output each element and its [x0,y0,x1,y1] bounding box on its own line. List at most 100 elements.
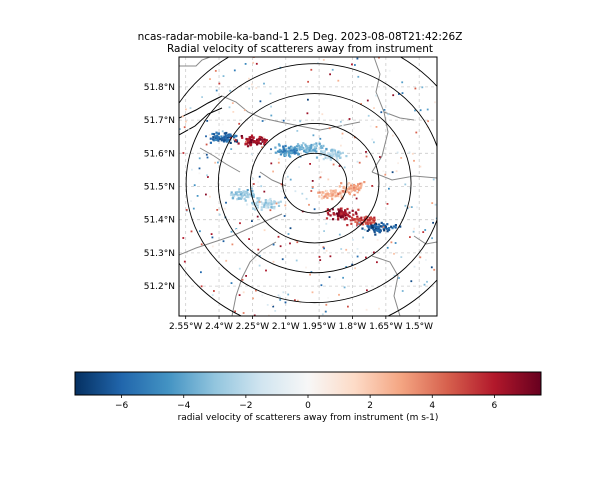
lat-tick-label: 51.5°N [144,183,175,193]
echo-pixel [293,150,296,153]
echo-pixel [279,299,282,301]
echo-pixel [216,135,219,138]
echo-pixel [246,195,249,198]
echo-pixel [287,151,291,154]
echo-pixel [409,236,411,238]
range-ring [185,63,437,304]
echo-pixel [319,259,322,261]
echo-pixel [230,139,232,141]
echo-pixel [283,215,286,217]
lat-tick-label: 51.7°N [144,116,175,126]
echo-pixel [384,225,387,228]
echo-pixel [300,144,303,147]
echo-pixel [265,269,267,272]
echo-pixel [264,140,267,143]
echo-pixel [355,185,358,188]
echo-pixel [371,138,374,141]
echo-pixel [256,138,259,141]
echo-pixel [229,141,232,144]
echo-pixel [261,136,265,139]
echo-pixel [209,141,212,144]
echo-pixel [348,211,351,214]
echo-pixel [340,144,342,147]
echo-pixel [270,105,272,108]
echo-pixel [332,195,335,198]
echo-pixel [353,193,356,197]
echo-pixel [315,144,318,147]
echo-pixel [351,263,354,266]
echo-pixel [254,259,257,262]
echo-pixel [366,224,369,228]
echo-pixel [334,191,337,194]
echo-pixel [452,219,454,221]
echo-pixel [189,107,192,109]
echo-pixel [329,73,331,76]
echo-pixel [259,100,262,103]
echo-pixel [280,149,283,152]
echo-pixel [369,125,372,128]
echo-pixel [190,230,193,233]
echo-pixel [331,198,334,201]
echo-pixel [365,256,367,259]
echo-pixel [201,96,203,98]
echo-pixel [263,190,266,193]
echo-pixel [440,200,442,202]
echo-pixel [353,136,356,139]
echo-pixel [251,203,254,206]
echo-pixel [376,261,378,264]
echo-pixel [363,228,366,231]
echo-pixel [461,160,463,162]
echo-pixel [287,152,290,155]
echo-pixel [311,180,314,182]
echo-pixel [285,154,288,157]
echo-pixel [338,151,341,154]
echo-pixel [413,159,415,162]
echo-pixel [347,305,349,308]
echo-pixel [233,69,236,72]
echo-pixel [244,199,247,202]
echo-pixel [259,255,261,257]
echo-pixel [387,113,390,116]
echo-pixel [388,227,391,230]
echo-pixel [279,153,282,156]
echo-pixel [226,134,229,137]
echo-pixel [330,155,333,159]
echo-pixel [324,310,327,313]
echo-pixel [354,64,356,66]
echo-pixel [378,57,380,59]
echo-pixel [278,148,281,151]
echo-pixel [251,138,254,141]
echo-pixel [185,209,188,211]
echo-pixel [348,215,351,218]
echo-pixel [222,240,225,243]
echo-pixel [238,122,241,125]
echo-pixel [416,206,418,209]
echo-pixel [334,189,337,193]
echo-pixel [301,147,304,150]
echo-pixel [464,225,466,227]
echo-pixel [354,187,358,190]
echo-pixel [434,203,437,206]
echo-pixel [232,111,235,113]
echo-pixel [216,134,219,137]
echo-pixel [279,200,282,203]
echo-pixel [200,271,202,274]
echo-pixel [351,216,354,219]
echo-pixel [366,289,368,292]
echo-pixel [246,140,250,143]
echo-pixel [400,256,403,258]
echo-pixel [277,235,280,238]
colorbar-tick-label: −2 [239,401,252,411]
echo-pixel [378,307,380,310]
echo-pixel [243,191,247,194]
echo-pixel [400,157,403,159]
echo-pixel [352,213,355,216]
echo-pixel [156,198,158,200]
echo-pixel [397,162,399,165]
echo-pixel [215,131,218,134]
echo-pixel [179,128,181,130]
echo-pixel [320,197,323,200]
echo-pixel [234,191,237,194]
echo-pixel [212,136,215,139]
echo-pixel [213,290,215,292]
